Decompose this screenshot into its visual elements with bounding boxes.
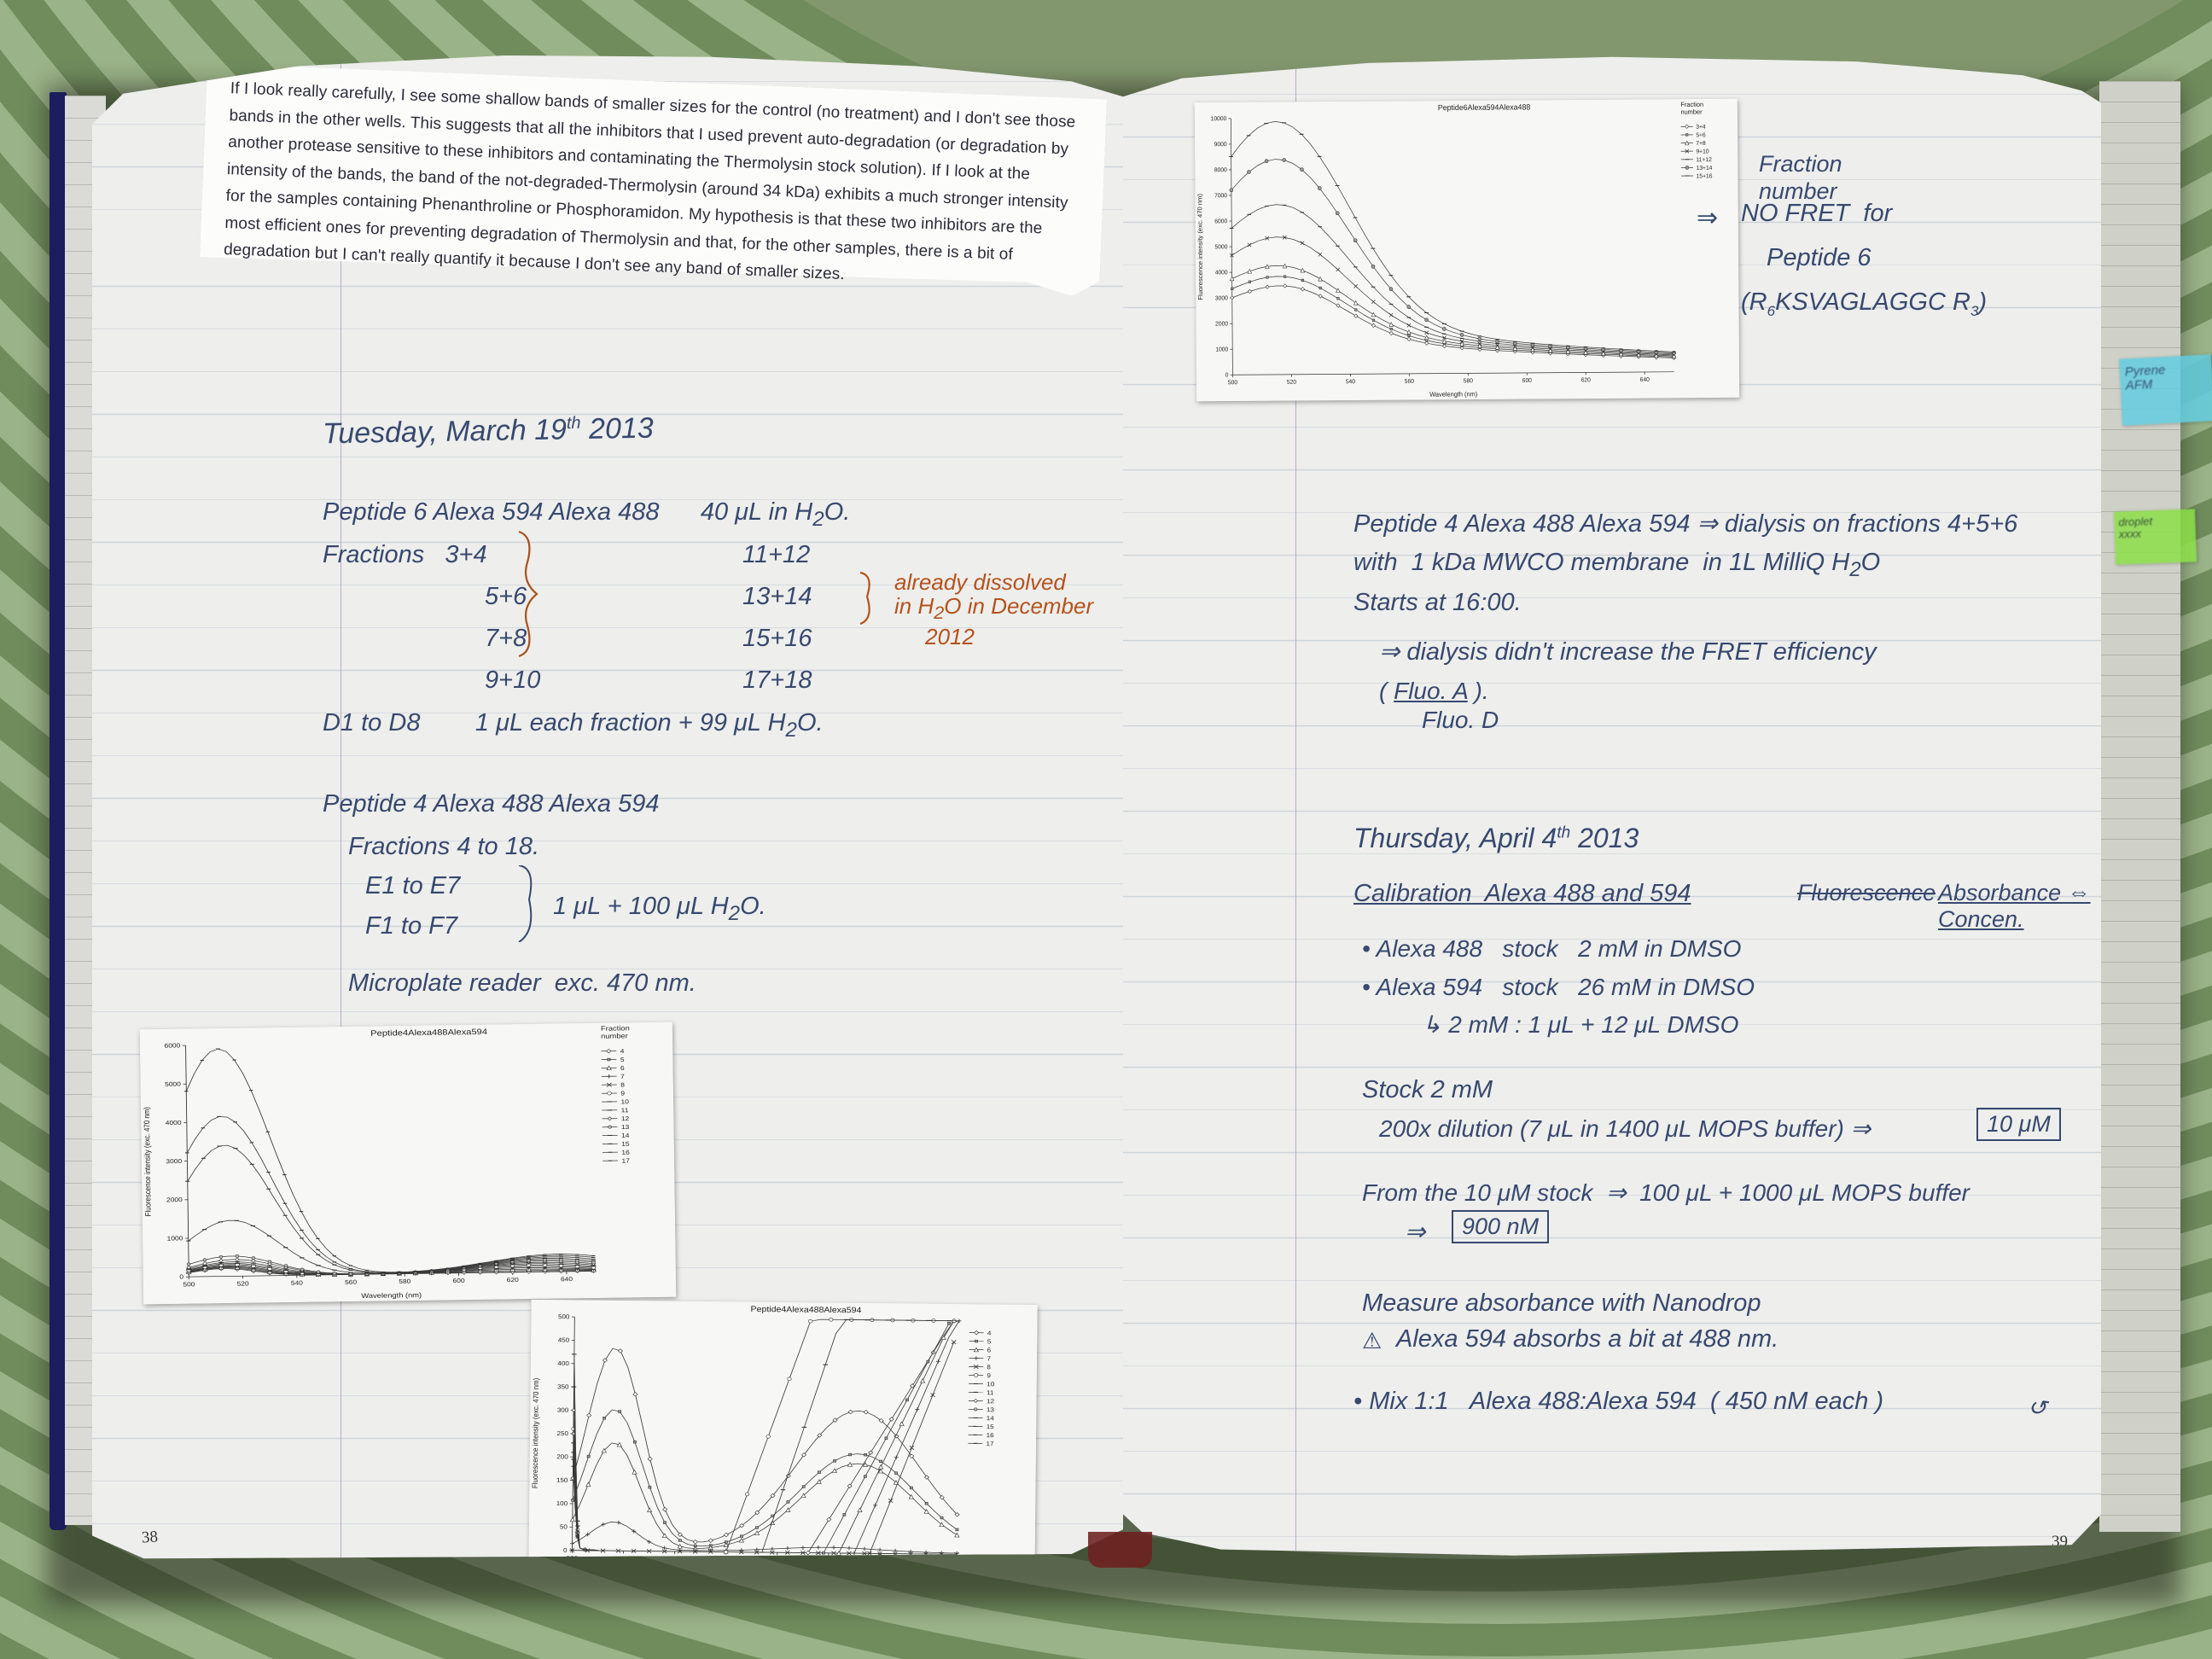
svg-text:8: 8 <box>620 1081 625 1088</box>
svg-text:50: 50 <box>560 1523 568 1531</box>
svg-text:15: 15 <box>621 1140 630 1147</box>
svg-text:1000: 1000 <box>167 1235 184 1242</box>
svg-text:580: 580 <box>399 1278 411 1284</box>
svg-text:8000: 8000 <box>1214 167 1227 173</box>
svg-text:9000: 9000 <box>1214 142 1227 148</box>
svg-text:15+16: 15+16 <box>1697 173 1713 179</box>
svg-text:350: 350 <box>557 1383 568 1391</box>
svg-text:9: 9 <box>620 1090 625 1097</box>
svg-text:7000: 7000 <box>1214 193 1227 199</box>
svg-text:450: 450 <box>558 1336 569 1344</box>
svg-text:14: 14 <box>987 1415 995 1423</box>
svg-text:Fraction: Fraction <box>1680 101 1703 108</box>
svg-text:10: 10 <box>620 1098 629 1105</box>
svg-text:13: 13 <box>621 1124 630 1131</box>
svg-text:0: 0 <box>179 1273 184 1280</box>
svg-text:640: 640 <box>1640 377 1650 383</box>
svg-text:5+6: 5+6 <box>1696 132 1706 138</box>
svg-text:7: 7 <box>987 1355 992 1363</box>
svg-text:7+8: 7+8 <box>1696 141 1706 147</box>
svg-text:500: 500 <box>183 1281 195 1288</box>
svg-text:17: 17 <box>986 1441 993 1448</box>
svg-text:4000: 4000 <box>1215 270 1228 276</box>
svg-text:6000: 6000 <box>1214 218 1227 224</box>
svg-text:600: 600 <box>1522 378 1532 384</box>
svg-text:12: 12 <box>987 1398 994 1406</box>
svg-text:1000: 1000 <box>1215 346 1228 352</box>
svg-text:16: 16 <box>621 1149 630 1155</box>
svg-text:3000: 3000 <box>1215 295 1228 301</box>
svg-text:300: 300 <box>557 1406 568 1414</box>
svg-text:620: 620 <box>507 1277 520 1284</box>
svg-text:10000: 10000 <box>1211 116 1227 122</box>
svg-text:16: 16 <box>987 1432 994 1440</box>
svg-text:Peptide6Alexa594Alexa488: Peptide6Alexa594Alexa488 <box>1438 102 1531 112</box>
svg-text:5: 5 <box>620 1057 626 1063</box>
svg-text:8: 8 <box>987 1364 991 1371</box>
svg-text:14: 14 <box>621 1132 630 1138</box>
svg-text:13+14: 13+14 <box>1697 166 1713 172</box>
svg-text:13: 13 <box>987 1406 994 1414</box>
svg-text:640: 640 <box>561 1276 573 1283</box>
svg-text:540: 540 <box>291 1279 304 1286</box>
svg-text:Fraction: Fraction <box>601 1024 630 1033</box>
svg-text:3000: 3000 <box>166 1158 183 1165</box>
svg-text:11: 11 <box>621 1107 629 1114</box>
svg-text:620: 620 <box>1581 377 1591 383</box>
svg-text:2000: 2000 <box>166 1196 183 1203</box>
svg-text:11: 11 <box>987 1389 993 1397</box>
svg-text:520: 520 <box>1287 380 1296 386</box>
svg-text:600: 600 <box>452 1277 465 1284</box>
svg-text:9+10: 9+10 <box>1696 148 1708 154</box>
svg-text:2000: 2000 <box>1215 321 1228 327</box>
svg-text:4: 4 <box>620 1048 626 1055</box>
svg-text:Wavelength (nm): Wavelength (nm) <box>1429 390 1478 399</box>
svg-text:9: 9 <box>987 1372 991 1380</box>
svg-text:number: number <box>1680 108 1703 115</box>
svg-text:5000: 5000 <box>165 1080 182 1087</box>
svg-text:Peptide4Alexa488Alexa594: Peptide4Alexa488Alexa594 <box>370 1028 487 1039</box>
svg-text:15: 15 <box>987 1423 994 1431</box>
svg-text:17: 17 <box>621 1157 630 1164</box>
svg-text:Fluorescence intensity (exc. 4: Fluorescence intensity (exc. 470 nm) <box>142 1107 153 1216</box>
svg-text:540: 540 <box>1346 379 1355 385</box>
svg-text:3+4: 3+4 <box>1696 125 1706 131</box>
svg-text:5000: 5000 <box>1214 244 1227 250</box>
svg-text:5: 5 <box>987 1338 992 1346</box>
svg-text:11+12: 11+12 <box>1696 157 1712 163</box>
svg-text:560: 560 <box>345 1278 358 1285</box>
svg-text:0: 0 <box>563 1546 568 1554</box>
svg-text:580: 580 <box>1464 378 1473 384</box>
svg-text:400: 400 <box>557 1359 568 1367</box>
svg-text:6: 6 <box>987 1347 992 1354</box>
svg-text:150: 150 <box>556 1476 568 1484</box>
svg-text:Fluorescence intensity (exc. 4: Fluorescence intensity (exc. 470 nm) <box>530 1378 540 1489</box>
svg-text:200: 200 <box>556 1453 568 1461</box>
svg-text:number: number <box>601 1032 628 1040</box>
svg-text:7: 7 <box>620 1073 625 1080</box>
svg-text:520: 520 <box>237 1280 250 1287</box>
svg-text:Wavelength (nm): Wavelength (nm) <box>361 1291 422 1300</box>
svg-text:250: 250 <box>557 1429 568 1437</box>
svg-text:12: 12 <box>621 1115 630 1122</box>
svg-text:6000: 6000 <box>164 1042 181 1049</box>
svg-text:6: 6 <box>620 1064 625 1071</box>
svg-text:10: 10 <box>987 1381 994 1388</box>
svg-text:500: 500 <box>558 1313 569 1321</box>
svg-text:500: 500 <box>1228 380 1237 386</box>
svg-text:Peptide4Alexa488Alexa594: Peptide4Alexa488Alexa594 <box>751 1305 862 1315</box>
svg-text:0: 0 <box>1225 372 1229 378</box>
svg-text:4000: 4000 <box>166 1119 183 1126</box>
svg-text:560: 560 <box>1405 379 1414 385</box>
svg-text:Fluorescence intensity (exc. 4: Fluorescence intensity (exc. 470 nm) <box>1196 193 1204 300</box>
svg-text:100: 100 <box>556 1499 568 1507</box>
